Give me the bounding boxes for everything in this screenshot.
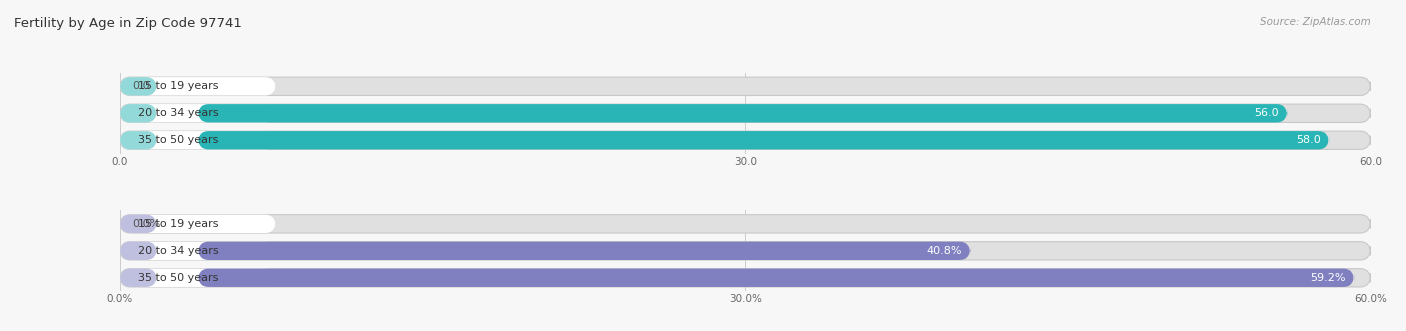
FancyBboxPatch shape [198,269,1354,287]
Text: 58.0: 58.0 [1296,135,1320,145]
FancyBboxPatch shape [120,215,276,233]
Text: 15 to 19 years: 15 to 19 years [138,81,219,91]
FancyBboxPatch shape [120,215,157,233]
Text: Fertility by Age in Zip Code 97741: Fertility by Age in Zip Code 97741 [14,17,242,29]
Text: 59.2%: 59.2% [1310,273,1346,283]
Text: 35 to 50 years: 35 to 50 years [138,273,219,283]
Text: 35 to 50 years: 35 to 50 years [138,135,219,145]
FancyBboxPatch shape [198,242,970,260]
Text: 0.0: 0.0 [132,81,149,91]
Text: 20 to 34 years: 20 to 34 years [138,246,219,256]
FancyBboxPatch shape [120,104,276,122]
FancyBboxPatch shape [120,215,1371,233]
FancyBboxPatch shape [120,269,157,287]
FancyBboxPatch shape [120,131,157,149]
FancyBboxPatch shape [120,269,276,287]
FancyBboxPatch shape [120,77,276,95]
FancyBboxPatch shape [120,242,157,260]
Text: 20 to 34 years: 20 to 34 years [138,108,219,118]
Text: 40.8%: 40.8% [927,246,962,256]
FancyBboxPatch shape [120,104,1371,122]
FancyBboxPatch shape [120,104,157,122]
FancyBboxPatch shape [198,104,1288,122]
Text: Source: ZipAtlas.com: Source: ZipAtlas.com [1260,17,1371,26]
FancyBboxPatch shape [120,131,276,149]
FancyBboxPatch shape [120,77,157,95]
FancyBboxPatch shape [120,242,276,260]
Text: 15 to 19 years: 15 to 19 years [138,219,219,229]
FancyBboxPatch shape [120,131,1371,149]
FancyBboxPatch shape [198,131,1329,149]
Text: 0.0%: 0.0% [132,219,160,229]
FancyBboxPatch shape [120,242,1371,260]
FancyBboxPatch shape [120,269,1371,287]
FancyBboxPatch shape [120,77,1371,95]
Text: 56.0: 56.0 [1254,108,1279,118]
